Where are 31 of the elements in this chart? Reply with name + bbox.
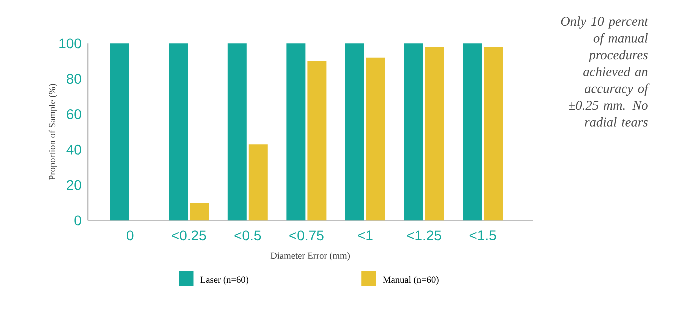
y-tick-label: 0 [74,216,82,226]
x-tick-label: <0.25 [172,230,206,241]
bar [190,202,210,221]
y-tick-label: 20 [67,180,82,190]
legend-label: Manual (n=60) [383,276,439,285]
bar [248,144,268,221]
y-axis-title: Proportion of Sample (%) [48,84,58,180]
bar [404,44,424,221]
x-axis-title: Diameter Error (mm) [270,252,350,261]
bar [286,44,306,221]
x-tick-label: <0.5 [234,230,262,241]
x-tick-label: <1 [358,230,373,240]
bar [169,44,188,221]
y-tick-label: 60 [67,110,82,120]
x-tick-label: 0 [126,230,134,241]
bar [484,47,504,221]
x-tick-label: <1.5 [470,230,496,241]
y-tick-label: 80 [66,74,82,84]
bar [228,44,247,221]
bar [425,47,444,221]
x-tick-label: <0.75 [290,230,324,241]
x-tick-label: <1.25 [407,230,442,241]
text: Only 10 percent of manual procedures achieved an accuracy of ±0.25 mm. No radial tears [561,16,650,127]
y-tick-label: 100 [60,38,82,49]
bar [345,44,364,221]
bar [463,44,482,221]
bar [366,58,386,221]
legend-label: Laser (n=60) [200,276,249,285]
bar [110,44,130,221]
bar [308,61,327,221]
y-tick-label: 40 [66,144,82,155]
